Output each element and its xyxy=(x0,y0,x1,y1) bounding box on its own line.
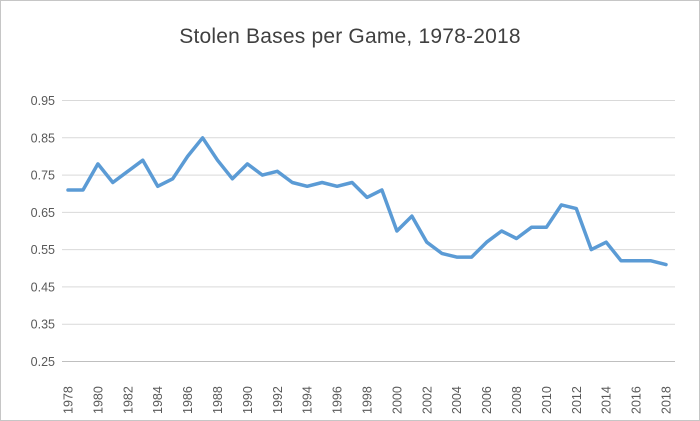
x-axis-tick-label: 1984 xyxy=(151,386,165,414)
x-axis-tick-label: 1992 xyxy=(271,386,285,414)
x-axis-tick-label: 1996 xyxy=(331,386,345,414)
x-axis-tick-label: 2006 xyxy=(480,386,494,414)
x-axis-tick-label: 1978 xyxy=(62,386,76,414)
stolen-bases-series-line xyxy=(66,136,668,267)
x-axis-tick-label: 1990 xyxy=(241,386,255,414)
chart-title: Stolen Bases per Game, 1978-2018 xyxy=(179,25,521,48)
y-axis-tick-label: 0.75 xyxy=(31,169,55,183)
x-axis-tick-label: 2010 xyxy=(540,386,554,414)
x-axis-tick-label: 1980 xyxy=(91,386,105,414)
x-axis-tick-label: 2016 xyxy=(630,386,644,414)
x-axis-tick-label: 2000 xyxy=(390,386,404,414)
x-axis-tick-label: 1994 xyxy=(301,386,315,414)
x-axis-tick-label: 2018 xyxy=(660,386,674,414)
x-axis-tick-label: 1988 xyxy=(211,386,225,414)
y-axis-tick-label: 0.55 xyxy=(31,243,55,257)
y-axis-tick-label: 0.65 xyxy=(31,206,55,220)
x-axis-tick-label: 1982 xyxy=(121,386,135,414)
x-axis-tick-label: 1998 xyxy=(361,386,375,414)
y-axis-tick-label: 0.25 xyxy=(31,355,55,369)
x-axis-tick-label: 2008 xyxy=(510,386,524,414)
y-axis-tick-label: 0.85 xyxy=(31,131,55,145)
x-axis-tick-label: 2014 xyxy=(600,386,614,414)
x-axis-tick-label: 2012 xyxy=(570,386,584,414)
x-axis-tick-label: 2004 xyxy=(450,386,464,414)
y-axis-tick-label: 0.45 xyxy=(31,280,55,294)
x-axis-tick-label: 1986 xyxy=(181,386,195,414)
x-axis-tick-label: 2002 xyxy=(420,386,434,414)
y-axis-tick-label: 0.95 xyxy=(31,94,55,108)
y-axis-tick-label: 0.35 xyxy=(31,318,55,332)
